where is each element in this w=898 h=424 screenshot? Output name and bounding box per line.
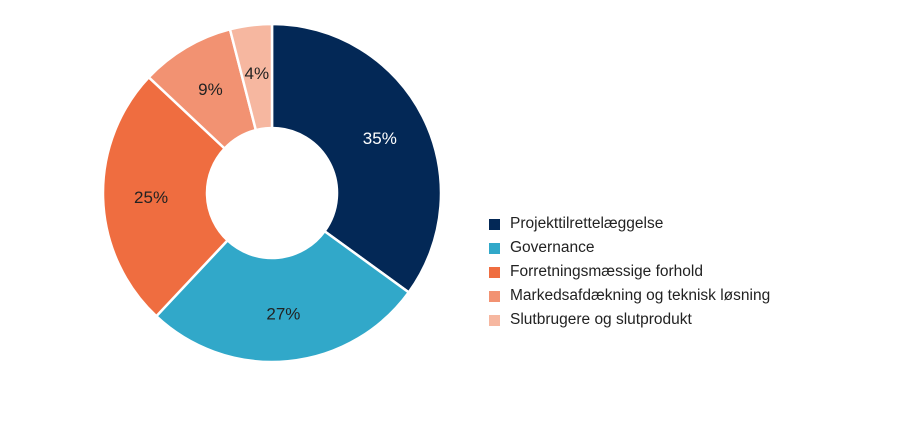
legend-swatch-icon (489, 314, 500, 326)
slice-value-label: 4% (245, 64, 270, 83)
slice-value-label: 25% (134, 188, 168, 207)
slice-value-label: 9% (198, 80, 223, 99)
donut-slice (101, 75, 230, 318)
legend-item-forretningsmaessige-forhold: Forretningsmæssige forhold (489, 260, 770, 284)
legend-label: Forretningsmæssige forhold (510, 263, 703, 280)
donut-slice (270, 22, 443, 295)
slice-value-label: 27% (266, 304, 300, 323)
slice-value-label: 35% (363, 129, 397, 148)
legend-item-slutbrugere: Slutbrugere og slutprodukt (489, 308, 770, 332)
donut-slice (228, 22, 274, 132)
legend-swatch-icon (489, 242, 500, 254)
donut-chart: 35% 27% 25% 9% 4% (101, 22, 443, 364)
legend-label: Projekttilrettelæggelse (510, 215, 664, 232)
legend: Projekttilrettelæggelse Governance Forre… (489, 212, 770, 332)
legend-label: Markedsafdækning og teknisk løsning (510, 287, 771, 304)
legend-label: Governance (510, 239, 595, 256)
legend-swatch-icon (489, 290, 500, 302)
legend-label: Slutbrugere og slutprodukt (510, 311, 692, 328)
legend-swatch-icon (489, 266, 500, 278)
legend-item-governance: Governance (489, 236, 770, 260)
donut-slice (154, 229, 411, 364)
legend-item-projekttilrettelaeggelse: Projekttilrettelæggelse (489, 212, 770, 236)
legend-swatch-icon (489, 218, 500, 230)
legend-item-markedsafdaekning: Markedsafdækning og teknisk løsning (489, 284, 770, 308)
